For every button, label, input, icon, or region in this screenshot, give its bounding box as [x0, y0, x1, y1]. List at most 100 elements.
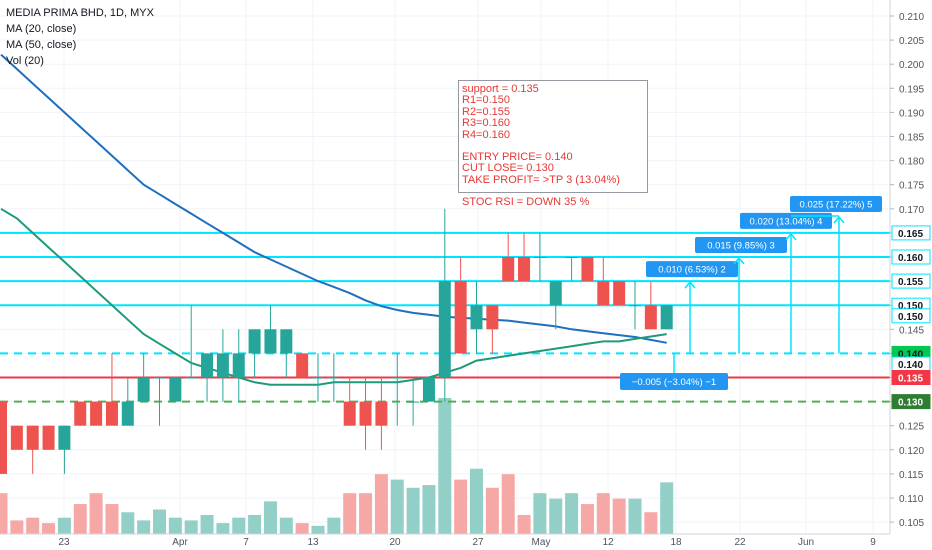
candle-body: [359, 401, 372, 426]
candle-body: [502, 257, 515, 282]
y-tick-label: 0.125: [899, 422, 924, 433]
target-markers[interactable]: 0.010 (6.53%) 2 0.015 (9.85%) 3 0.020 (13.…: [620, 196, 882, 390]
target-arrowhead: [833, 215, 845, 224]
volume-bar: [57, 517, 71, 534]
x-tick-label: 23: [58, 537, 70, 548]
candle-body: [518, 257, 531, 282]
volume-bar: [168, 517, 182, 534]
volume-bar: [580, 504, 594, 534]
volume-bar: [485, 487, 499, 534]
volume-bar: [565, 493, 579, 534]
time-axis[interactable]: 23 Apr 7 13 20 27 May 12 18 22 Jun 9: [0, 533, 890, 550]
note-r1: R1=0.150: [462, 94, 511, 107]
volume-bar: [612, 498, 626, 534]
candle-body: [121, 401, 134, 426]
price-label: 0.135: [898, 374, 923, 385]
note-r4: R4=0.160: [462, 128, 511, 141]
price-label-bg: [891, 225, 931, 241]
symbol-title[interactable]: MEDIA PRIMA BHD, 1D, MYX: [6, 7, 154, 19]
candle-body: [216, 353, 229, 378]
y-tick-label: 0.175: [899, 181, 924, 192]
price-label: 0.140: [898, 360, 923, 371]
volume-bar: [73, 504, 87, 534]
volume-bar: [26, 517, 40, 534]
stop-label-bg: [620, 373, 728, 390]
y-tick-label: 0.210: [899, 12, 924, 23]
price-label-bg: [891, 394, 931, 410]
trade-note[interactable]: support = 0.135 R1=0.150 R2=0.155 R3=0.1…: [458, 80, 648, 208]
candle-body: [280, 329, 293, 354]
candle-body: [549, 281, 562, 306]
volume-bar: [343, 493, 357, 534]
candle-body: [10, 425, 23, 450]
y-tick-label: 0.115: [899, 470, 924, 481]
volume-bar: [10, 520, 24, 534]
candle-body: [296, 353, 309, 378]
volume-legend[interactable]: Vol (20): [6, 55, 44, 67]
volume-bar: [232, 517, 246, 534]
candle-body: [391, 377, 404, 379]
volume-bar: [216, 523, 230, 534]
candle-body: [264, 329, 277, 354]
candle-body: [375, 401, 388, 426]
candle-body: [438, 281, 451, 378]
note-r2: R2=0.155: [462, 105, 511, 118]
candle-body: [327, 377, 340, 379]
x-tick-label: Jun: [798, 537, 814, 548]
ma50-legend[interactable]: MA (50, close): [6, 39, 77, 51]
price-axis[interactable]: 0.105 0.110 0.115 0.120 0.125 0.130 0.135 0.140…: [889, 0, 932, 550]
price-label-bg: [891, 308, 931, 324]
candle-body: [74, 401, 87, 426]
candle-body: [137, 377, 150, 402]
volume-bar: [263, 501, 277, 534]
note-stoc: STOC RSI = DOWN 35 %: [462, 196, 590, 209]
candle-body: [232, 353, 245, 378]
y-tick-label: 0.180: [899, 157, 924, 168]
candle-body: [644, 305, 657, 330]
y-tick-label: 0.205: [899, 36, 924, 47]
target-label: 0.020 (13.04%) 4: [750, 216, 823, 227]
candle-body: [201, 353, 214, 378]
target-label: 0.015 (9.85%) 3: [707, 241, 775, 252]
x-tick-label: May: [532, 537, 551, 548]
candle-body: [105, 401, 118, 426]
ma20-legend[interactable]: MA (20, close): [6, 23, 77, 35]
volume-bar: [311, 525, 325, 534]
target-arrowhead: [785, 232, 797, 241]
volume-bar: [184, 520, 198, 534]
target-label-bg: [695, 237, 787, 253]
x-tick-label: 18: [670, 537, 682, 548]
candle-body: [533, 257, 546, 258]
volume-bar: [628, 498, 642, 534]
x-tick-label: 20: [389, 537, 401, 548]
candle-body: [597, 281, 610, 306]
y-tick-label: 0.170: [899, 205, 924, 216]
candle-body: [454, 281, 467, 354]
candle-body: [185, 377, 198, 379]
target-label-bg: [790, 196, 882, 213]
y-tick-label: 0.195: [899, 84, 924, 95]
candle-body: [343, 401, 356, 426]
volume-bar: [374, 474, 388, 534]
y-tick-label: 0.110: [899, 494, 924, 505]
candle-body: [486, 305, 499, 330]
candle-body: [169, 377, 182, 402]
volume-bar: [0, 493, 8, 534]
target-label: 0.010 (6.53%) 2: [658, 265, 726, 276]
y-tick-label: 0.190: [899, 108, 924, 119]
volume-bar: [517, 514, 531, 534]
time-axis-background: [0, 534, 890, 550]
note-entry: ENTRY PRICE= 0.140: [462, 151, 573, 164]
volume-bar: [121, 512, 135, 534]
volume-bar: [406, 487, 420, 534]
price-label: 0.165: [898, 229, 923, 240]
volume-bar: [295, 523, 309, 534]
y-tick-label: 0.145: [899, 325, 924, 336]
volume-bar: [596, 493, 610, 534]
candles: [0, 208, 673, 474]
x-tick-label: 13: [307, 537, 319, 548]
stop-label: −0.005 (−3.04%) −1: [632, 377, 716, 388]
x-tick-label: 9: [870, 537, 876, 548]
price-label: 0.155: [898, 277, 923, 288]
